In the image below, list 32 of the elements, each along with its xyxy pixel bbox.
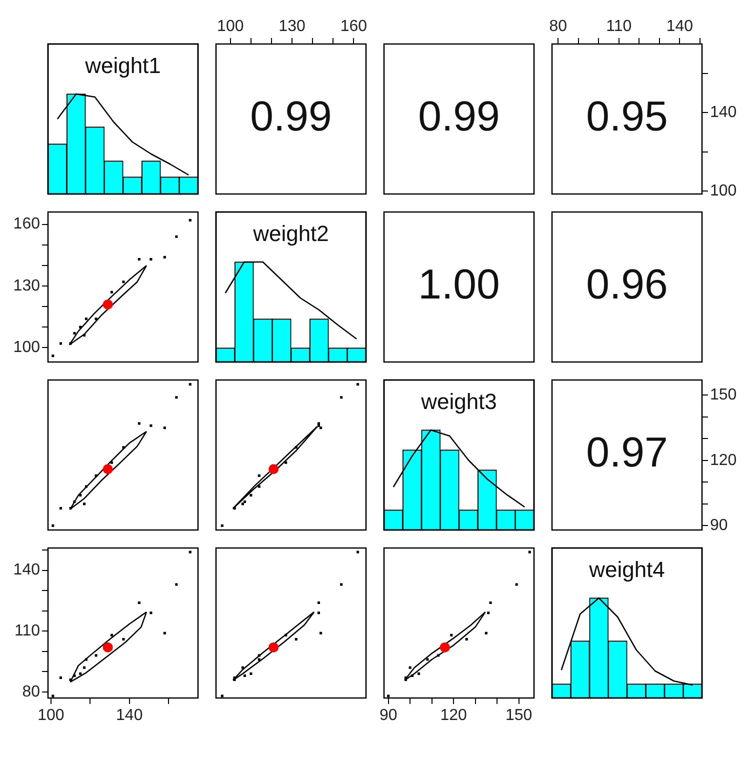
y-tick-label: 120 xyxy=(710,452,737,469)
y-tick-label: 100 xyxy=(13,339,40,356)
x-tick-label: 110 xyxy=(606,18,632,35)
annotation: 0.95 xyxy=(586,92,668,140)
x-tick-label: 150 xyxy=(505,707,532,724)
annotation: 0.97 xyxy=(586,428,668,476)
y-tick-label: 100 xyxy=(710,182,737,200)
x-tick-label: 90 xyxy=(379,707,398,724)
chart-title: weight2 xyxy=(252,221,329,246)
y-tick-label: 130 xyxy=(13,277,40,294)
y-tick-label: 110 xyxy=(14,622,40,640)
text: 0.99 xyxy=(418,92,500,140)
x-tick-label: 130 xyxy=(278,18,306,35)
y-tick-label: 160 xyxy=(13,216,40,233)
y-tick-label: 90 xyxy=(710,517,728,534)
y-tick-label: 140 xyxy=(710,104,737,122)
x-tick-label: 80 xyxy=(549,18,568,35)
x-tick-label: 140 xyxy=(666,18,694,35)
x-tick-label: 120 xyxy=(440,707,468,724)
y-tick-label: 150 xyxy=(710,386,737,404)
x-tick-label: 160 xyxy=(340,18,368,35)
x-tick-label: 140 xyxy=(116,707,143,724)
text: 1.00 xyxy=(418,260,500,308)
chart-title: weight3 xyxy=(420,389,497,414)
y-tick-label: 80 xyxy=(22,683,40,700)
chart-title: weight4 xyxy=(588,557,665,582)
text: 0.96 xyxy=(586,260,668,308)
x-tick-label: 100 xyxy=(217,18,244,35)
annotation: 0.99 xyxy=(250,92,332,140)
x-tick-label: 100 xyxy=(38,707,64,724)
chart-title: weight1 xyxy=(84,53,161,78)
y-tick-label: 140 xyxy=(13,562,40,579)
